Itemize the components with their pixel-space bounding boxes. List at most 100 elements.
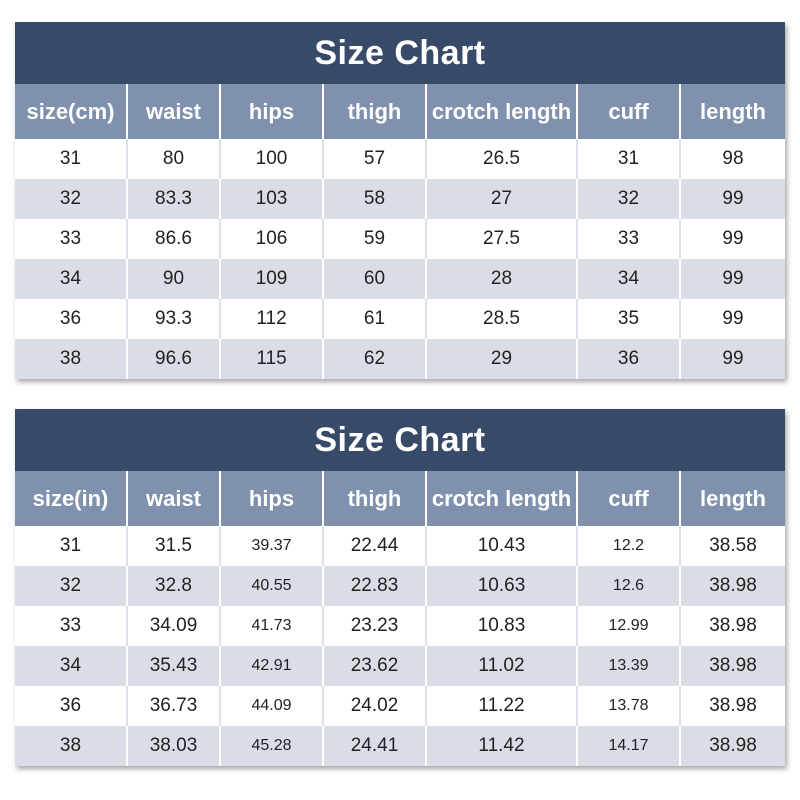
table-cell: 13.78 — [576, 686, 680, 726]
table-cell: 27 — [425, 179, 577, 219]
size-chart-inches: Size Chart size(in) waist hips thigh cro… — [15, 409, 785, 766]
table-cell: 99 — [679, 299, 785, 339]
table-cell: 96.6 — [126, 339, 220, 379]
table-cell: 29 — [425, 339, 577, 379]
column-header: thigh — [322, 471, 426, 526]
table-cell: 22.44 — [322, 526, 426, 566]
table-cell: 12.6 — [576, 566, 680, 606]
table-cell: 23.23 — [322, 606, 426, 646]
table-cell: 40.55 — [219, 566, 323, 606]
table-row: 38 38.03 45.28 24.41 11.42 14.17 38.98 — [15, 726, 785, 766]
table-cell: 99 — [679, 219, 785, 259]
table-cell: 27.5 — [425, 219, 577, 259]
table-cell: 31.5 — [126, 526, 220, 566]
size-table-inches: size(in) waist hips thigh crotch length … — [15, 471, 785, 766]
table-cell: 33 — [576, 219, 680, 259]
table-cell: 38.98 — [679, 566, 785, 606]
table-cell: 45.28 — [219, 726, 323, 766]
table-cell: 13.39 — [576, 646, 680, 686]
table-cell: 10.63 — [425, 566, 577, 606]
table-row: 36 36.73 44.09 24.02 11.22 13.78 38.98 — [15, 686, 785, 726]
table-cell: 12.99 — [576, 606, 680, 646]
table-cell: 98 — [679, 139, 785, 179]
table-cell: 38.58 — [679, 526, 785, 566]
table-cell: 24.41 — [322, 726, 426, 766]
column-header: hips — [219, 84, 323, 139]
table-cell: 38.03 — [126, 726, 220, 766]
table-cell: 22.83 — [322, 566, 426, 606]
column-header: cuff — [576, 471, 680, 526]
table-cell: 23.62 — [322, 646, 426, 686]
table-cell: 99 — [679, 339, 785, 379]
table-cell: 32 — [15, 566, 127, 606]
column-header: hips — [219, 471, 323, 526]
table-cell: 36 — [15, 686, 127, 726]
table-cell: 61 — [322, 299, 426, 339]
column-header: crotch length — [425, 84, 577, 139]
table-cell: 36 — [576, 339, 680, 379]
table-cell: 28 — [425, 259, 577, 299]
table-cell: 93.3 — [126, 299, 220, 339]
table-cell: 14.17 — [576, 726, 680, 766]
table-cell: 10.83 — [425, 606, 577, 646]
column-header: waist — [126, 471, 220, 526]
table-header-row: size(in) waist hips thigh crotch length … — [15, 471, 785, 526]
table-cell: 99 — [679, 179, 785, 219]
table-cell: 33 — [15, 219, 127, 259]
table-cell: 86.6 — [126, 219, 220, 259]
table-cell: 115 — [219, 339, 323, 379]
table-cell: 34 — [15, 646, 127, 686]
column-header: waist — [126, 84, 220, 139]
column-header: size(cm) — [15, 84, 127, 139]
table-cell: 109 — [219, 259, 323, 299]
table-row: 32 83.3 103 58 27 32 99 — [15, 179, 785, 219]
column-header: length — [679, 84, 785, 139]
table-cell: 112 — [219, 299, 323, 339]
table-cell: 38 — [15, 339, 127, 379]
table-cell: 80 — [126, 139, 220, 179]
table-cell: 31 — [576, 139, 680, 179]
table-row: 34 35.43 42.91 23.62 11.02 13.39 38.98 — [15, 646, 785, 686]
table-row: 33 34.09 41.73 23.23 10.83 12.99 38.98 — [15, 606, 785, 646]
table-cell: 36.73 — [126, 686, 220, 726]
table-cell: 90 — [126, 259, 220, 299]
table-row: 33 86.6 106 59 27.5 33 99 — [15, 219, 785, 259]
table-cell: 28.5 — [425, 299, 577, 339]
table-cell: 12.2 — [576, 526, 680, 566]
table-cell: 38.98 — [679, 726, 785, 766]
table-cell: 31 — [15, 526, 127, 566]
table-cell: 32.8 — [126, 566, 220, 606]
table-cell: 11.22 — [425, 686, 577, 726]
table-cell: 39.37 — [219, 526, 323, 566]
column-header: length — [679, 471, 785, 526]
table-row: 31 80 100 57 26.5 31 98 — [15, 139, 785, 179]
table-row: 38 96.6 115 62 29 36 99 — [15, 339, 785, 379]
table-cell: 34.09 — [126, 606, 220, 646]
column-header: cuff — [576, 84, 680, 139]
table-cell: 38.98 — [679, 606, 785, 646]
table-cell: 100 — [219, 139, 323, 179]
table-cell: 57 — [322, 139, 426, 179]
table-cell: 106 — [219, 219, 323, 259]
table-cell: 11.02 — [425, 646, 577, 686]
table-cell: 35 — [576, 299, 680, 339]
table-cell: 44.09 — [219, 686, 323, 726]
table-cell: 32 — [15, 179, 127, 219]
table-cell: 34 — [576, 259, 680, 299]
column-header: crotch length — [425, 471, 577, 526]
table-cell: 26.5 — [425, 139, 577, 179]
table-row: 32 32.8 40.55 22.83 10.63 12.6 38.98 — [15, 566, 785, 606]
table-cell: 36 — [15, 299, 127, 339]
column-header: size(in) — [15, 471, 127, 526]
table-cell: 99 — [679, 259, 785, 299]
table-cell: 11.42 — [425, 726, 577, 766]
table-cell: 60 — [322, 259, 426, 299]
table-cell: 33 — [15, 606, 127, 646]
size-table-cm: size(cm) waist hips thigh crotch length … — [15, 84, 785, 379]
table-row: 36 93.3 112 61 28.5 35 99 — [15, 299, 785, 339]
table-cell: 38.98 — [679, 646, 785, 686]
table-cell: 34 — [15, 259, 127, 299]
table-cell: 38.98 — [679, 686, 785, 726]
chart-title: Size Chart — [15, 409, 785, 471]
table-row: 31 31.5 39.37 22.44 10.43 12.2 38.58 — [15, 526, 785, 566]
